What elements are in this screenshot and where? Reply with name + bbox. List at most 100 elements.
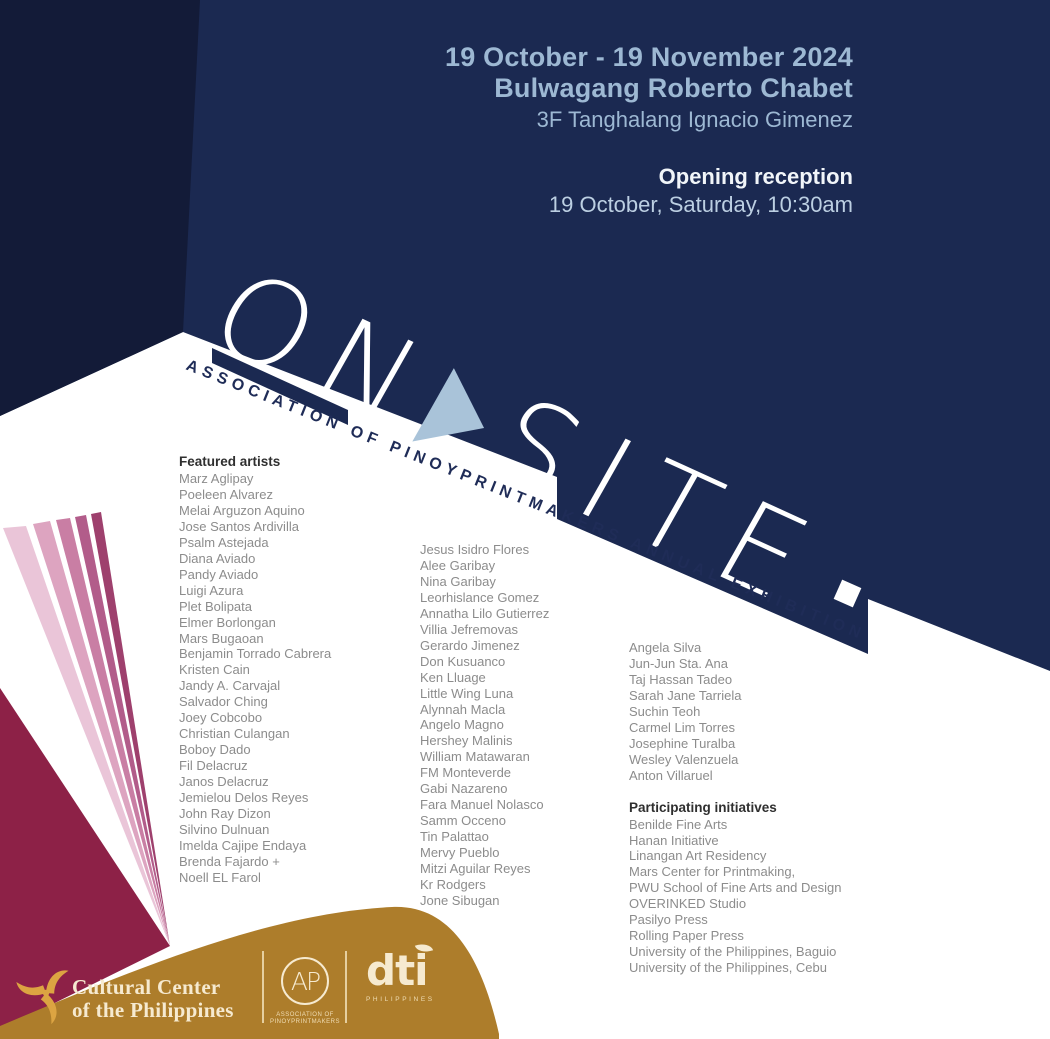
- navy-wall: [0, 0, 1050, 671]
- artist-name: Little Wing Luna: [420, 685, 514, 701]
- initiative-name: Pasilyo Press: [629, 912, 708, 928]
- artist-name: Suchin Teoh: [629, 703, 701, 719]
- event-info: 19 October - 19 November 2024 Bulwagang …: [445, 42, 853, 218]
- dti-logo-text: dti: [366, 940, 433, 992]
- ccp-name-line1: Cultural Center: [72, 975, 221, 999]
- artist-name: Carmel Lim Torres: [629, 719, 735, 735]
- artist-list-2: Jesus Isidro Flores Alee Garibay Nina Gari…: [420, 542, 650, 909]
- artist-name: Alynnah Macla: [420, 701, 506, 717]
- artist-name: Taj Hassan Tadeo: [629, 671, 733, 687]
- artist-name: Pandy Aviado: [179, 566, 259, 582]
- dti-logo: dti PHILIPPINES: [366, 940, 446, 1003]
- artist-name: Benjamin Torrado Cabrera: [179, 646, 332, 662]
- initiative-name: Benilde Fine Arts: [629, 816, 728, 832]
- artist-name: Jun-Jun Sta. Ana: [629, 655, 729, 671]
- artist-name: Jose Santos Ardivilla: [179, 518, 299, 534]
- artist-name: Mars Bugaoan: [179, 630, 264, 646]
- artist-name: Alee Garibay: [420, 557, 496, 573]
- initiative-name: Rolling Paper Press: [629, 928, 744, 944]
- initiative-name: Hanan Initiative: [629, 832, 719, 848]
- logo-divider: [345, 951, 347, 1023]
- participating-initiatives: Participating initiatives Benilde Fine A…: [629, 800, 859, 977]
- artist-name: Sarah Jane Tarriela: [629, 687, 742, 703]
- artist-name: Joey Cobcobo: [179, 710, 263, 726]
- event-dates: 19 October - 19 November 2024: [445, 42, 853, 72]
- reception-label: Opening reception: [658, 164, 853, 189]
- artist-name: John Ray Dizon: [179, 806, 271, 822]
- artist-name: Poeleen Alvarez: [179, 486, 273, 502]
- logo-divider: [262, 951, 264, 1023]
- artist-name: Leorhislance Gomez: [420, 589, 540, 605]
- artist-list-3: Angela Silva Jun-Jun Sta. Ana Taj Hassan T…: [629, 640, 859, 784]
- dti-label: dti: [366, 946, 429, 995]
- fan-wedge-4: [75, 515, 170, 946]
- initiative-name: Mars Center for Printmaking,: [629, 864, 796, 880]
- artist-name: Diana Aviado: [179, 550, 256, 566]
- artist-name: Annatha Lilo Gutierrez: [420, 605, 550, 621]
- initiatives-list: Benilde Fine Arts Hanan Initiative Linanga…: [629, 817, 859, 977]
- artist-name: Noell EL Farol: [179, 869, 261, 885]
- ccp-logo-icon: [16, 970, 69, 1025]
- featured-artists-column-2: Jesus Isidro Flores Alee Garibay Nina Gari…: [420, 542, 650, 909]
- artist-name: Jesus Isidro Flores: [420, 542, 530, 557]
- navy-wall-left: [0, 0, 200, 416]
- artist-name: Mitzi Aguilar Reyes: [420, 861, 531, 877]
- ap-name-line2: PINOYPRINTMAKERS: [269, 1019, 340, 1025]
- artist-name: Ken Lluage: [420, 669, 486, 685]
- initiatives-title: Participating initiatives: [629, 799, 777, 815]
- reception-datetime: 19 October, Saturday, 10:30am: [548, 192, 853, 217]
- artist-name: Janos Delacruz: [179, 774, 269, 790]
- featured-artists-title: Featured artists: [179, 454, 281, 469]
- period-square: [833, 579, 862, 608]
- artist-name: Jemielou Delos Reyes: [179, 790, 309, 806]
- initiative-name: OVERINKED Studio: [629, 896, 747, 912]
- gold-leaf-band: [0, 906, 499, 1039]
- event-venue-floor: 3F Tanghalang Ignacio Gimenez: [536, 107, 853, 132]
- featured-artists-column-3: Angela Silva Jun-Jun Sta. Ana Taj Hassan T…: [629, 640, 859, 976]
- artist-name: William Matawaran: [420, 749, 530, 765]
- initiative-name: University of the Philippines, Cebu: [629, 960, 827, 976]
- initiative-name: Linangan Art Residency: [629, 848, 767, 864]
- artist-name: Hershey Malinis: [420, 733, 513, 749]
- artist-name: Angelo Magno: [420, 717, 504, 733]
- event-venue: Bulwagang Roberto Chabet: [494, 73, 853, 103]
- artist-name: Christian Culangan: [179, 726, 290, 742]
- navy-step-under-on: [212, 348, 348, 425]
- dti-sub-label: PHILIPPINES: [366, 996, 435, 1003]
- artist-name: Elmer Borlongan: [179, 614, 276, 630]
- artist-name: Mervy Pueblo: [420, 845, 500, 861]
- artist-name: FM Monteverde: [420, 765, 512, 781]
- artist-name: Luigi Azura: [179, 582, 244, 598]
- ap-logo-text: ASSOCIATION OF PINOYPRINTMAKERS: [268, 1012, 342, 1026]
- ap-logo-icon: AP: [281, 957, 329, 1005]
- artist-name: Samm Occeno: [420, 813, 506, 829]
- artist-name: Kr Rodgers: [420, 877, 486, 893]
- artist-name: Gabi Nazareno: [420, 781, 508, 797]
- artist-name: Don Kusuanco: [420, 653, 506, 669]
- ccp-logo-text: Cultural Center of the Philippines: [72, 976, 234, 1022]
- fan-wedge-2: [33, 521, 170, 946]
- initiative-name: University of the Philippines, Baguio: [629, 944, 837, 960]
- ccp-name-line2: of the Philippines: [72, 998, 234, 1022]
- artist-name: Villia Jefremovas: [420, 621, 519, 637]
- artist-name: Gerardo Jimenez: [420, 637, 520, 653]
- artist-name: Marz Aglipay: [179, 471, 254, 486]
- fan-wedge-3: [56, 518, 170, 946]
- artist-name: Melai Arguzon Aquino: [179, 502, 305, 518]
- artist-name: Fil Delacruz: [179, 758, 248, 774]
- artist-name: Plet Bolipata: [179, 598, 252, 614]
- artist-name: Anton Villaruel: [629, 767, 713, 783]
- artist-name: Kristen Cain: [179, 662, 250, 678]
- ap-name-line1: ASSOCIATION OF: [276, 1012, 334, 1018]
- artist-name: Angela Silva: [629, 640, 702, 655]
- artist-name: Salvador Ching: [179, 694, 268, 710]
- featured-artists-column-1: Featured artists Marz Aglipay Poeleen Alv…: [179, 454, 409, 886]
- artist-name: Josephine Turalba: [629, 735, 736, 751]
- artist-name: Wesley Valenzuela: [629, 751, 739, 767]
- artist-name: Jandy A. Carvajal: [179, 678, 281, 694]
- fan-wedge-1: [3, 526, 170, 946]
- artist-list-1: Marz Aglipay Poeleen Alvarez Melai Arguzon…: [179, 471, 409, 886]
- artist-name: Imelda Cajipe Endaya: [179, 837, 307, 853]
- ap-monogram: AP: [291, 967, 320, 996]
